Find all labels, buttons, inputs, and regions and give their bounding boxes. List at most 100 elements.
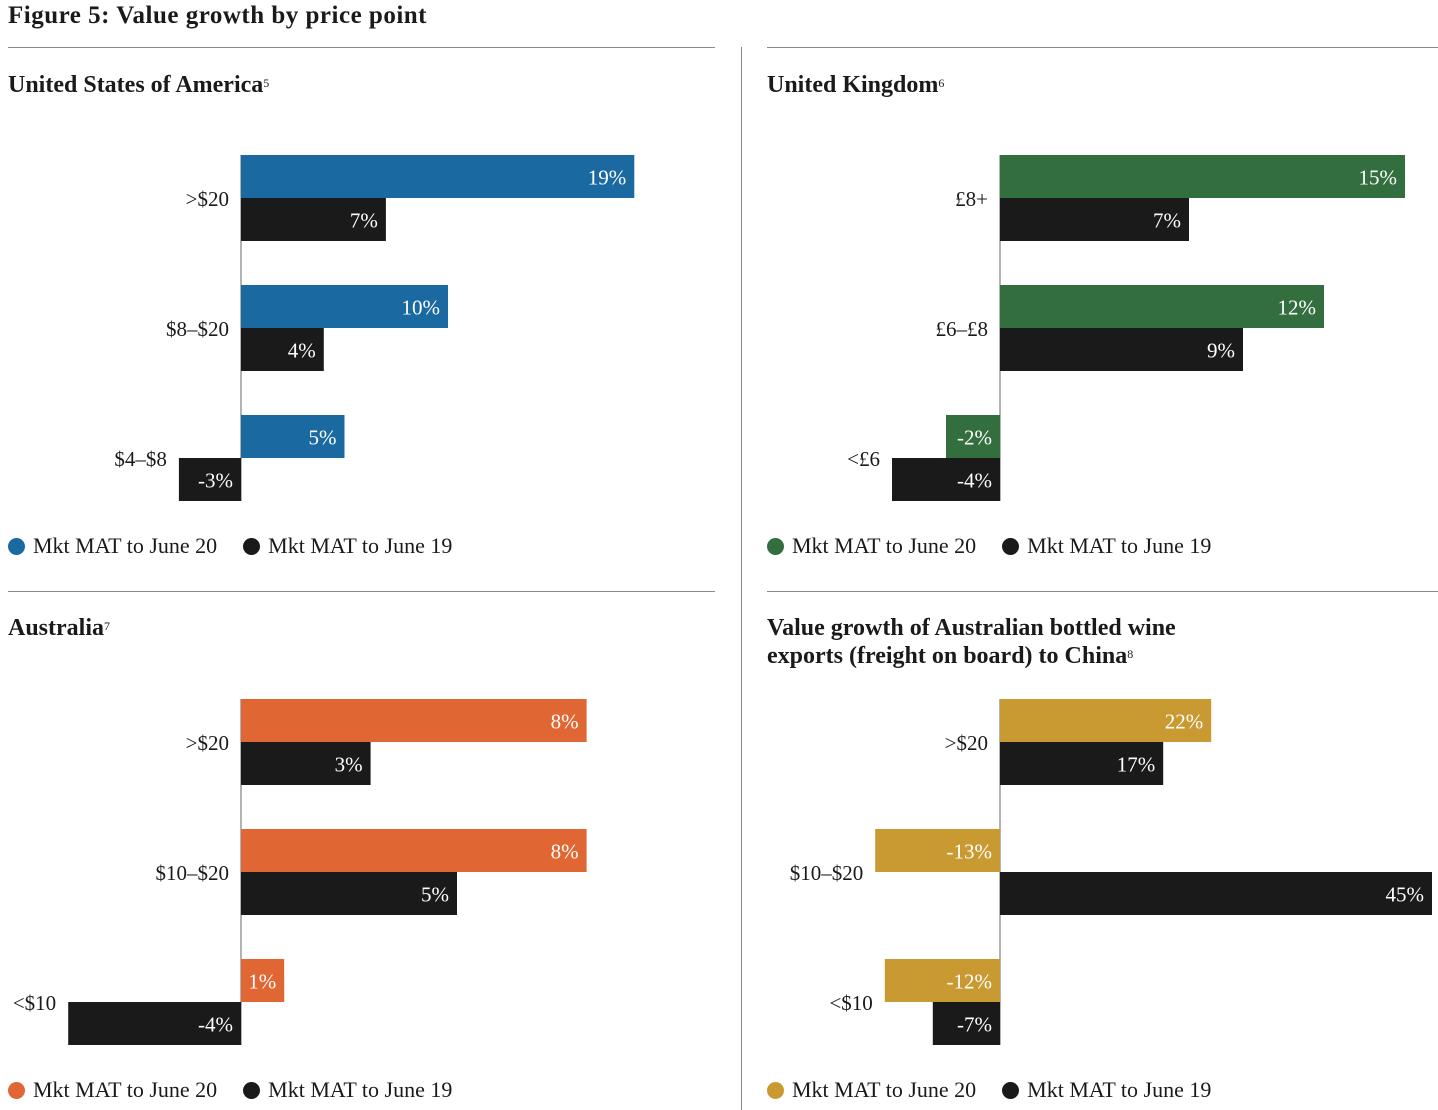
bar-june20 [241,829,587,872]
legend-usa: Mkt MAT to June 20 Mkt MAT to June 19 [8,533,478,559]
category-label: <$10 [829,991,872,1015]
legend-item-june19: Mkt MAT to June 19 [1002,1077,1211,1103]
panel-title-china-line-1: Value growth of Australian bottled wine [767,615,1176,641]
category-label: >$20 [945,731,988,755]
middle-right-rule [767,591,1438,592]
legend-label: Mkt MAT to June 20 [33,533,218,558]
legend-dot-icon [767,537,784,555]
panel-title-australia-text: Australia [8,615,104,641]
legend-item-june20: Mkt MAT to June 20 [8,533,217,559]
chart-3: 22% 17% >$20 -13% 45% $10–$20 -12% -7% <$10 [790,699,1432,1045]
data-label: 8% [551,710,579,734]
data-label: -7% [957,1013,992,1037]
bar-june19 [892,458,1000,501]
bar-june19 [241,198,386,241]
panel-title-australia: Australia7 [8,614,110,642]
bar-june19 [1000,742,1164,785]
footnote-marker: 8 [1127,647,1134,661]
data-label: -2% [957,426,992,450]
bar-june20 [1000,155,1405,198]
footnote-marker: 5 [263,76,270,90]
legend-dot-icon [1002,537,1020,555]
category-label: >$20 [186,187,229,211]
panel-title-china: Value growth of Australian bottled wine … [767,614,1176,670]
legend-item-june20: Mkt MAT to June 20 [8,1077,217,1103]
legend-item-june19: Mkt MAT to June 19 [243,533,452,559]
bar-june20 [1000,699,1212,742]
data-label: 9% [1207,339,1235,363]
chart-1: 15% 7% £8+ 12% 9% £6–£8 -2% -4% <£6 [847,155,1405,501]
bar-june20 [241,155,635,198]
data-label: -4% [957,469,992,493]
legend-label: Mkt MAT to June 19 [268,533,453,558]
bar-june20 [1000,285,1324,328]
legend-label: Mkt MAT to June 20 [33,1077,218,1102]
legend-label: Mkt MAT to June 19 [1027,1077,1212,1102]
data-label: 7% [350,209,378,233]
data-label: -4% [198,1013,233,1037]
footnote-marker: 6 [938,76,945,90]
panel-title-uk: United Kingdom6 [767,71,944,99]
chart-0: 19% 7% >$20 10% 4% $8–$20 5% -3% $4–$8 [114,155,635,501]
bar-june19 [1000,198,1189,241]
data-label: 4% [288,339,316,363]
legend-label: Mkt MAT to June 20 [792,1077,977,1102]
category-label: £6–£8 [936,317,989,341]
bar-june19 [178,458,241,501]
data-label: 10% [402,296,441,320]
bar-june19 [932,1002,1000,1045]
category-label: $10–$20 [156,861,230,885]
legend-item-june20: Mkt MAT to June 20 [767,533,976,559]
category-label: £8+ [955,187,988,211]
legend-dot-icon [1002,1081,1020,1099]
data-label: -13% [947,840,993,864]
legend-dot-icon [8,1081,25,1099]
category-label: <$10 [13,991,56,1015]
chart-2: 8% 3% >$20 8% 5% $10–$20 1% -4% <$10 [13,699,587,1045]
category-label: $10–$20 [790,861,864,885]
category-label: >$20 [186,731,229,755]
legend-item-june19: Mkt MAT to June 19 [1002,533,1211,559]
legend-dot-icon [243,537,261,555]
data-label: 17% [1117,753,1156,777]
data-label: 45% [1386,883,1425,907]
category-label: $8–$20 [166,317,229,341]
legend-label: Mkt MAT to June 20 [792,533,977,558]
category-label: $4–$8 [114,447,167,471]
legend-dot-icon [243,1081,261,1099]
bar-june19 [241,328,324,371]
legend-label: Mkt MAT to June 19 [1027,533,1212,558]
data-label: 19% [588,166,627,190]
data-label: 3% [335,753,363,777]
bar-june20 [875,829,1000,872]
panel-title-usa-text: United States of America [8,72,264,98]
bar-june20 [241,959,285,1002]
legend-uk: Mkt MAT to June 20 Mkt MAT to June 19 [767,533,1237,559]
panel-title-uk-text: United Kingdom [767,72,939,98]
panel-title-usa: United States of America5 [8,71,269,99]
bar-june20 [946,415,1000,458]
bar-june20 [884,959,1000,1002]
legend-item-june20: Mkt MAT to June 20 [767,1077,976,1103]
legend-label: Mkt MAT to June 19 [268,1077,453,1102]
data-label: 5% [309,426,337,450]
data-label: 12% [1278,296,1317,320]
data-label: 7% [1153,209,1181,233]
data-label: 8% [551,840,579,864]
bar-june20 [241,415,345,458]
bar-june19 [68,1002,241,1045]
data-label: -12% [947,970,993,994]
bar-june19 [241,872,457,915]
bar-june19 [241,742,371,785]
data-label: 15% [1359,166,1398,190]
category-label: <£6 [847,447,880,471]
bar-june19 [1000,328,1243,371]
legend-dot-icon [8,537,25,555]
legend-dot-icon [767,1081,784,1099]
panel-title-china-line-2-text: exports (freight on board) to China [767,643,1128,669]
center-divider [741,47,742,1110]
top-right-rule [767,47,1438,48]
bar-june20 [241,699,587,742]
data-label: 5% [421,883,449,907]
